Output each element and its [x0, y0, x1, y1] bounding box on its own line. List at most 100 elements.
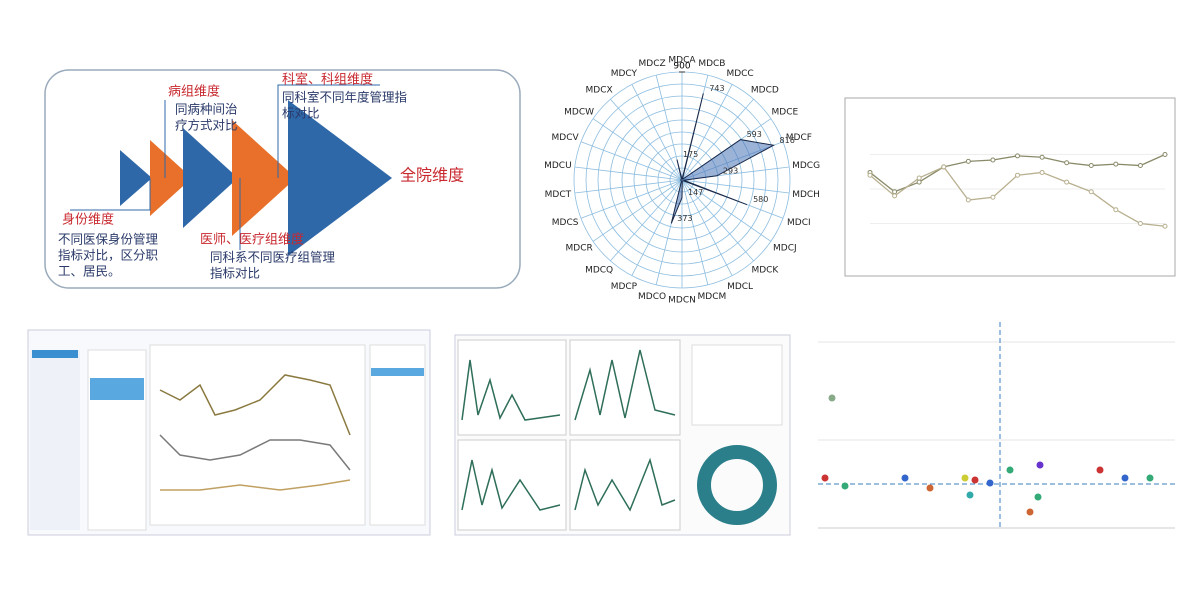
radar-spoke — [681, 84, 733, 181]
step-text: 工、居民。 — [58, 264, 121, 279]
line-point — [1137, 163, 1143, 169]
line-chart-frame — [844, 97, 1176, 277]
step-text: 疗方式对比 — [175, 118, 238, 133]
line-point — [1162, 223, 1168, 229]
step-title: 科室、科组维度 — [282, 72, 373, 88]
radar-axis-label: MDCC — [726, 69, 753, 79]
radar-spoke — [574, 166, 683, 181]
line-point — [1113, 207, 1119, 213]
radar-axis-label: MDCO — [638, 292, 666, 302]
radar-spoke — [631, 179, 683, 276]
radar-spoke — [681, 179, 754, 262]
radar-tick-label: 900 — [673, 62, 690, 72]
step-text: 同科室不同年度管理指 — [282, 90, 407, 105]
line-point — [941, 164, 947, 170]
radar-value-label: 593 — [747, 130, 762, 139]
line-point — [965, 158, 971, 164]
radar-value-label: 175 — [683, 150, 698, 159]
step-title: 身份维度 — [62, 212, 114, 228]
radar-axis-label: MDCF — [786, 133, 812, 143]
triangle — [150, 140, 192, 216]
radar-axis-label: MDCJ — [773, 244, 797, 254]
connector — [70, 178, 151, 211]
radar-value-label: 743 — [709, 84, 724, 93]
radar-spoke — [681, 179, 709, 285]
radar-axis-label: MDCV — [552, 133, 580, 143]
radar-axis-label: MDCB — [698, 59, 725, 69]
radar-spoke — [681, 179, 733, 276]
line-point — [867, 172, 873, 178]
line-point — [892, 189, 898, 195]
step-title: 病组维度 — [168, 84, 220, 100]
triangle — [120, 150, 152, 206]
radar-axis-label: MDCD — [751, 86, 779, 96]
line-point — [1064, 160, 1070, 166]
step-text: 不同医保身份管理 — [58, 232, 159, 247]
radar-axis-label: MDCY — [611, 69, 638, 79]
radar-axis-label: MDCL — [727, 282, 753, 292]
line-point — [965, 197, 971, 203]
line-point — [990, 194, 996, 200]
radar-axis-label: MDCH — [792, 190, 820, 200]
radar-axis-label: MDCX — [586, 86, 613, 96]
connector — [277, 84, 380, 178]
radar-axis-label: MDCW — [564, 107, 594, 117]
radar-spoke — [681, 179, 772, 242]
line-point — [1088, 163, 1094, 169]
radar-axis-label: MDCG — [792, 161, 820, 171]
radar-spoke — [681, 98, 754, 181]
radar-spoke — [580, 141, 683, 181]
line-point — [990, 157, 996, 163]
radar-spoke — [592, 118, 683, 181]
line-point — [1088, 189, 1094, 195]
radar-axis-label: MDCR — [566, 244, 593, 254]
line-point — [1039, 154, 1045, 160]
radar-value-label: 580 — [753, 195, 768, 204]
screenshot — [454, 334, 791, 536]
radar-area — [670, 93, 776, 224]
screenshot — [818, 322, 1175, 537]
radar-axis-label: MDCM — [698, 292, 727, 302]
line-point — [1039, 169, 1045, 175]
triangle — [183, 128, 238, 228]
line-point — [1113, 161, 1119, 167]
radar-axis-label: MDCQ — [585, 265, 613, 275]
radar-axis-label: MDCZ — [639, 59, 666, 69]
step-text: 同病种间治 — [175, 102, 238, 117]
radar-spoke — [592, 179, 683, 242]
triangle — [288, 100, 392, 256]
line-point — [1015, 153, 1020, 159]
step-text: 标对比 — [282, 106, 320, 121]
line-point — [1137, 221, 1143, 226]
radar-axis-label: MDCK — [751, 265, 779, 275]
radar-axis-label: MDCS — [552, 218, 579, 228]
line-point — [916, 179, 922, 185]
step-title: 医师、医疗组维度 — [200, 232, 304, 248]
radar-value-label: 373 — [677, 214, 692, 223]
radar-axis-label: MDCA — [668, 56, 696, 66]
screenshot — [27, 329, 431, 536]
final-label: 全院维度 — [400, 166, 464, 185]
radar-spoke — [610, 98, 683, 181]
step-text: 同科系不同医疗组管理 — [210, 250, 336, 265]
radar-axis-label: MDCI — [787, 218, 811, 228]
radar-value-label: 816 — [780, 136, 795, 145]
line-point — [1064, 179, 1070, 185]
line-point — [1162, 152, 1168, 157]
line-point — [1015, 172, 1020, 178]
triangle — [232, 120, 296, 236]
radar-value-label: 147 — [688, 188, 703, 197]
radar-axis-label: MDCP — [611, 282, 638, 292]
radar-spoke — [574, 179, 683, 194]
line-point — [916, 175, 922, 181]
radar-spoke — [580, 179, 683, 219]
radar-spoke — [610, 179, 683, 262]
step-text: 指标对比，区分职 — [58, 248, 158, 263]
radar-axis-label: MDCT — [545, 190, 572, 200]
line-point — [892, 193, 898, 199]
radar-value-label: 293 — [723, 166, 738, 175]
radar-axis-label: MDCN — [668, 296, 696, 306]
radar-axis-label: MDCE — [772, 107, 799, 117]
